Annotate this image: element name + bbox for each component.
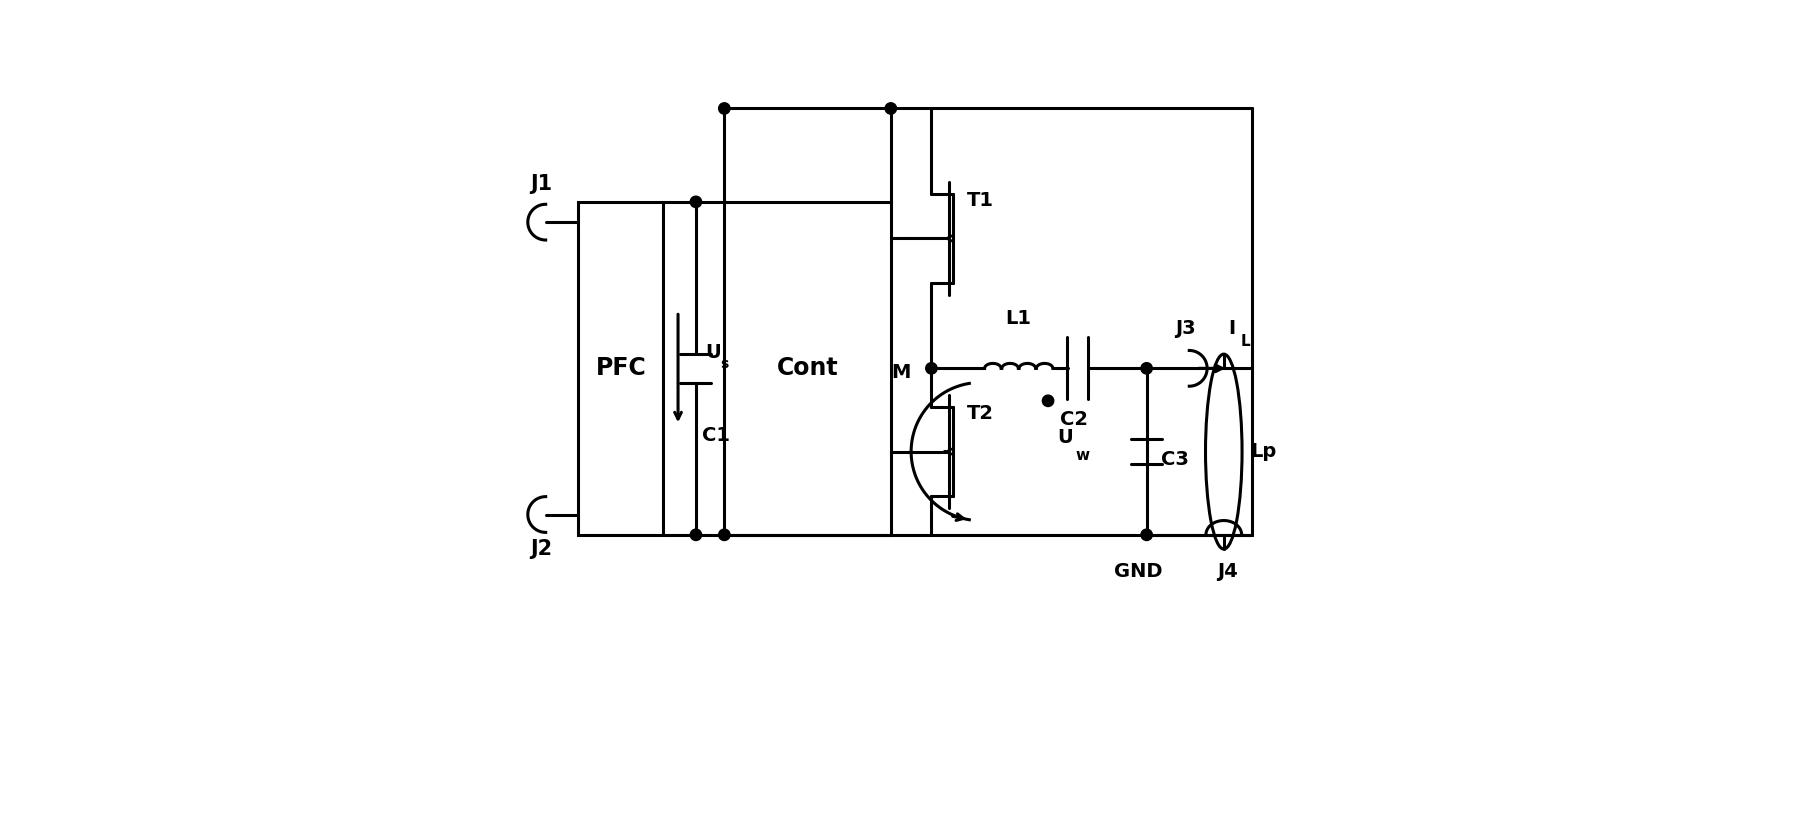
Text: Cont: Cont [776, 356, 838, 380]
Bar [724, 202, 890, 534]
Text: U: U [1056, 429, 1072, 448]
Text: I: I [1227, 319, 1235, 338]
Circle shape [1141, 363, 1152, 374]
Text: GND: GND [1114, 562, 1162, 581]
Circle shape [690, 529, 700, 540]
Text: C1: C1 [702, 426, 729, 445]
Text: Lp: Lp [1249, 442, 1276, 461]
Text: J2: J2 [531, 539, 552, 559]
Text: U: U [706, 343, 720, 362]
Circle shape [718, 529, 729, 540]
Text: C3: C3 [1161, 450, 1188, 469]
Circle shape [1141, 529, 1152, 540]
Bar [578, 202, 662, 534]
Text: J1: J1 [531, 173, 552, 193]
Text: C2: C2 [1060, 411, 1087, 430]
Text: J4: J4 [1217, 562, 1238, 581]
Circle shape [926, 363, 937, 374]
Circle shape [718, 102, 729, 114]
Circle shape [690, 196, 700, 207]
Circle shape [1041, 395, 1052, 406]
Text: PFC: PFC [596, 356, 646, 380]
Text: T2: T2 [967, 404, 993, 423]
Text: T1: T1 [967, 191, 993, 210]
Text: J3: J3 [1175, 319, 1195, 338]
Text: s: s [720, 358, 727, 371]
Circle shape [884, 102, 895, 114]
Text: w: w [1074, 448, 1088, 463]
Text: L1: L1 [1005, 309, 1031, 328]
Text: L: L [1240, 335, 1249, 349]
Text: M: M [892, 363, 910, 382]
